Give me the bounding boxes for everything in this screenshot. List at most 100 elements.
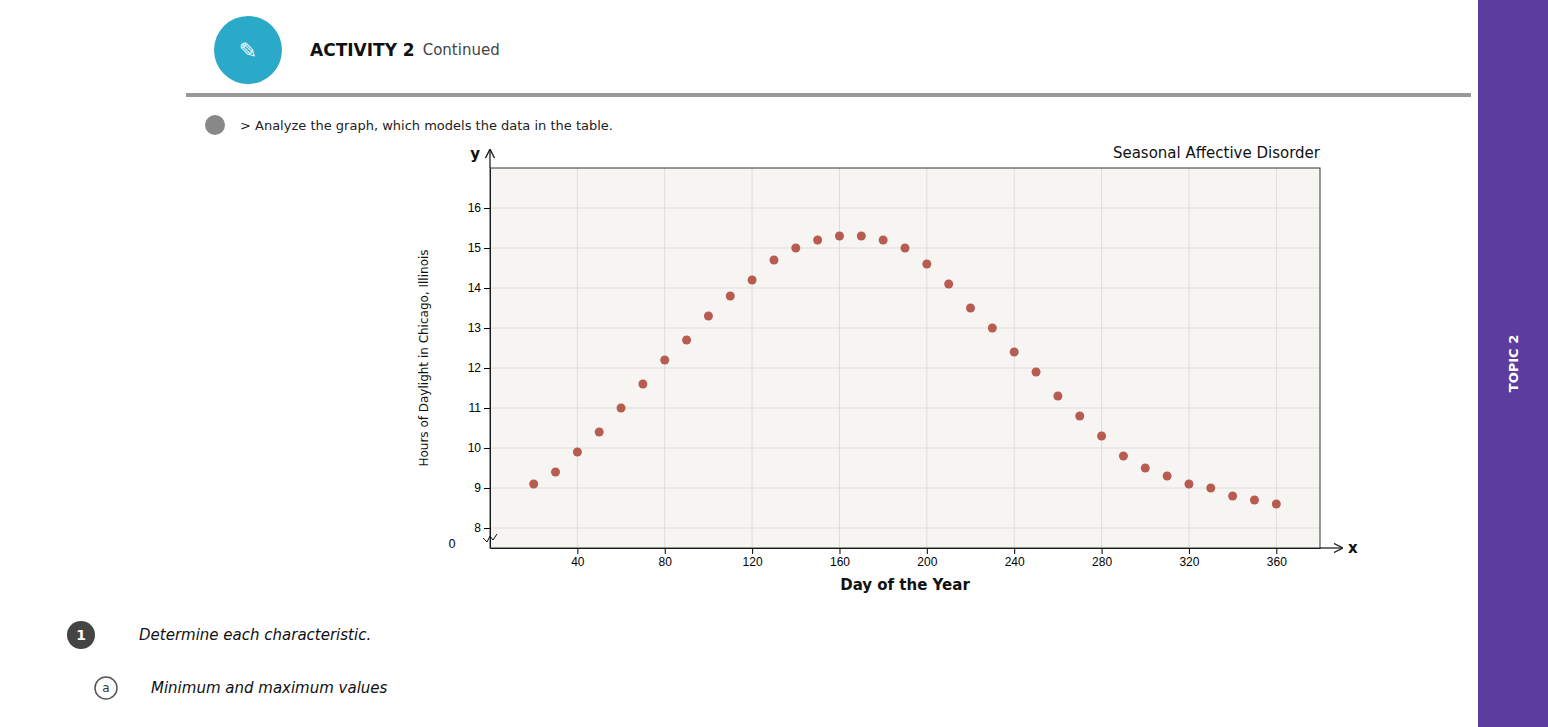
- point: [1141, 464, 1150, 473]
- x-axis-tick-label: 80: [659, 555, 673, 569]
- x-arrow: [1320, 547, 1342, 548]
- point: [660, 356, 669, 365]
- y-axis-tick: 14: [468, 281, 490, 295]
- y-axis-tick: 12: [468, 361, 490, 375]
- page: TOPIC 2✎ACTIVITY 2Continued> Analyze the…: [0, 0, 1548, 727]
- x-axis-tick: 160: [830, 548, 850, 569]
- point: [1032, 368, 1041, 377]
- y-axis-tick-label: 8: [474, 521, 481, 535]
- point: [857, 232, 866, 241]
- point: [1228, 492, 1237, 501]
- x-axis-tick-mark: [577, 548, 578, 554]
- x-arrow-label: x: [1348, 539, 1358, 557]
- y-axis-tick-mark: [484, 328, 490, 329]
- chart-title: Seasonal Affective Disorder: [1113, 144, 1321, 162]
- point: [813, 236, 822, 245]
- point: [1163, 472, 1172, 481]
- point: [529, 480, 538, 489]
- point: [1119, 452, 1128, 461]
- y-axis-tick: 13: [468, 321, 490, 335]
- grid-line-y: [490, 448, 1320, 449]
- y-axis-tick-label: 10: [468, 441, 482, 455]
- grid-line-x: [839, 168, 840, 548]
- point: [726, 292, 735, 301]
- grid-line-x: [926, 168, 927, 548]
- x-axis-tick-label: 120: [743, 555, 763, 569]
- point: [1184, 480, 1193, 489]
- y-axis-tick: 8: [474, 521, 490, 535]
- grid-line-y: [490, 368, 1320, 369]
- point: [617, 404, 626, 413]
- point: [966, 304, 975, 313]
- x-axis-tick: 360: [1267, 548, 1287, 569]
- point: [704, 312, 713, 321]
- x-axis-title: Day of the Year: [840, 576, 970, 594]
- x-axis-tick-mark: [927, 548, 928, 554]
- y-axis-tick: 11: [469, 401, 490, 415]
- point: [1272, 500, 1281, 509]
- y-arrow-label: y: [470, 145, 480, 163]
- x-axis-tick-label: 280: [1092, 555, 1112, 569]
- point: [1250, 496, 1259, 505]
- y-axis-tick-label: 9: [474, 481, 481, 495]
- x-axis-tick-mark: [1189, 548, 1190, 554]
- y-axis: 8 9 10 11 12 13 14 15 16: [468, 169, 491, 549]
- subquestion-letter: a: [102, 681, 109, 695]
- y-axis-tick: 9: [474, 481, 490, 495]
- grid-line-x: [752, 168, 753, 548]
- y-axis-tick: 15: [468, 241, 490, 255]
- x-axis-tick-label: 200: [917, 555, 937, 569]
- y-axis-tick-label: 13: [468, 321, 482, 335]
- question-number-bg: [67, 621, 95, 649]
- point: [835, 232, 844, 241]
- y-axis-tick-label: 15: [468, 241, 482, 255]
- question: Determine each characteristic.: [139, 626, 371, 644]
- x-axis-tick-mark: [839, 548, 840, 554]
- grid-line-y: [490, 528, 1320, 529]
- x-axis: 40 80 120 160 200 240 280 320 360: [491, 548, 1321, 569]
- x-axis-tick-label: 40: [571, 555, 585, 569]
- grid-line-y: [490, 288, 1320, 289]
- x-axis-tick: 320: [1179, 548, 1199, 569]
- data-points: [529, 232, 1281, 509]
- activity-subtitle: Continued: [423, 41, 500, 59]
- y-axis-tick-mark: [484, 288, 490, 289]
- x-axis-tick-label: 320: [1179, 555, 1199, 569]
- point: [988, 324, 997, 333]
- sidebar-label: TOPIC 2: [1506, 335, 1521, 392]
- x-axis-tick-label: 160: [830, 555, 850, 569]
- grid-line-y: [490, 328, 1320, 329]
- x-axis-tick-mark: [1102, 548, 1103, 554]
- x-axis-tick: 240: [1005, 548, 1025, 569]
- plot-background: [490, 168, 1320, 548]
- point: [748, 276, 757, 285]
- question-number: 1: [76, 627, 86, 643]
- point: [573, 448, 582, 457]
- y-axis-tick: 16: [468, 201, 490, 215]
- x-axis-tick: 40: [571, 548, 585, 569]
- x-axis-tick: 120: [743, 548, 763, 569]
- y-axis-tick-label: 14: [468, 281, 482, 295]
- point: [1053, 392, 1062, 401]
- y-axis-tick-mark: [484, 408, 490, 409]
- y-axis-tick-label: 12: [468, 361, 482, 375]
- axis-break: [483, 534, 497, 542]
- x-axis-tick: 200: [917, 548, 937, 569]
- point: [1010, 348, 1019, 357]
- y-axis-tick-label: 16: [468, 201, 482, 215]
- x-axis-tick-mark: [665, 548, 666, 554]
- point: [638, 380, 647, 389]
- y-axis-tick-label: 11: [469, 401, 482, 415]
- y-axis-tick-mark: [484, 488, 490, 489]
- grid-line-y: [490, 208, 1320, 209]
- grid-line-x: [1014, 168, 1015, 548]
- x-axis-tick-label: 240: [1005, 555, 1025, 569]
- x-axis-tick-mark: [752, 548, 753, 554]
- point: [879, 236, 888, 245]
- point: [551, 468, 560, 477]
- header-icon-bg: [214, 16, 282, 84]
- plot: 40 80 120 160 200 240 280 320 360 8 9 10 11 12 13 14 15 1…: [417, 144, 1358, 594]
- grid-line-x: [1188, 168, 1189, 548]
- point: [1097, 432, 1106, 441]
- questions: 1Determine each characteristic.aMinimum …: [67, 621, 388, 699]
